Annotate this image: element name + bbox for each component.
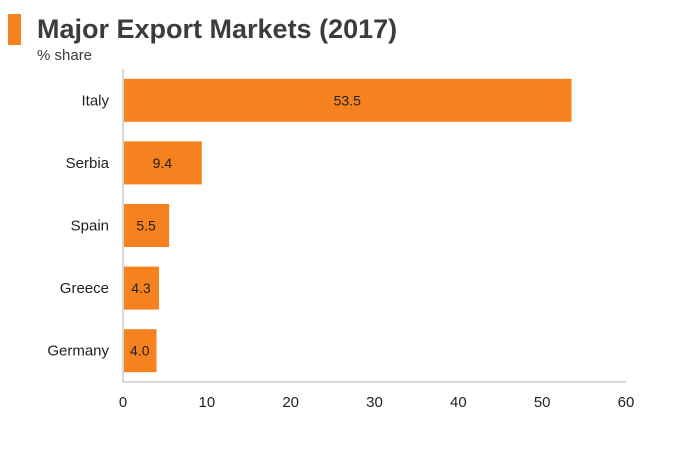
bar-germany bbox=[124, 329, 157, 373]
category-labels: Italy Serbia Spain Greece Germany bbox=[47, 92, 109, 359]
data-label-greece: 4.3 bbox=[131, 280, 151, 296]
x-tick-label-20: 20 bbox=[282, 394, 299, 411]
category-label-italy: Italy bbox=[81, 92, 109, 109]
bar-serbia bbox=[124, 141, 202, 185]
category-label-spain: Spain bbox=[71, 218, 109, 235]
data-label-spain: 5.5 bbox=[136, 218, 156, 234]
x-tick-label-40: 40 bbox=[450, 394, 467, 411]
bar-spain bbox=[124, 204, 170, 247]
data-label-serbia: 9.4 bbox=[153, 155, 173, 171]
x-tick-label-60: 60 bbox=[618, 394, 635, 411]
data-label-germany: 4.0 bbox=[130, 343, 150, 359]
bar-italy bbox=[124, 78, 572, 122]
x-tick-label-0: 0 bbox=[119, 394, 127, 411]
chart-subtitle: % share bbox=[37, 47, 93, 64]
category-label-germany: Germany bbox=[47, 343, 109, 360]
x-tick-label-50: 50 bbox=[534, 394, 551, 411]
category-label-greece: Greece bbox=[60, 280, 109, 297]
title-accent-bar bbox=[8, 14, 21, 45]
bar-greece bbox=[124, 266, 160, 310]
bars-layer: 53.5 9.4 5.5 4.3 4.0 bbox=[124, 78, 572, 373]
x-tick-label-30: 30 bbox=[366, 394, 383, 411]
data-label-italy: 53.5 bbox=[334, 92, 361, 108]
axes-layer bbox=[122, 69, 626, 383]
category-label-serbia: Serbia bbox=[66, 155, 110, 172]
x-tick-label-10: 10 bbox=[198, 394, 215, 411]
chart-title: Major Export Markets (2017) bbox=[37, 14, 398, 44]
x-tick-labels: 0 10 20 30 40 50 60 bbox=[119, 394, 635, 411]
